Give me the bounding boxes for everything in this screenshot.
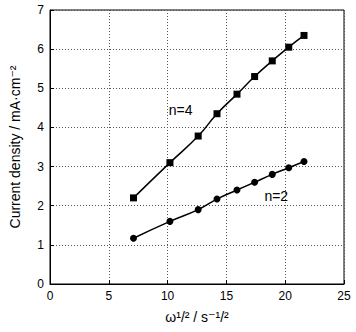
svg-text:7: 7 <box>37 3 44 17</box>
svg-text:5: 5 <box>37 81 44 95</box>
svg-text:0: 0 <box>37 277 44 291</box>
svg-text:n=2: n=2 <box>264 188 288 204</box>
svg-text:1: 1 <box>37 238 44 252</box>
svg-text:Current density / mA·cm⁻²: Current density / mA·cm⁻² <box>7 65 23 228</box>
svg-text:20: 20 <box>279 289 293 303</box>
svg-text:6: 6 <box>37 42 44 56</box>
svg-text:n=4: n=4 <box>169 102 193 118</box>
svg-text:25: 25 <box>337 289 351 303</box>
svg-text:10: 10 <box>161 289 175 303</box>
svg-text:0: 0 <box>47 289 54 303</box>
svg-text:15: 15 <box>220 289 234 303</box>
svg-text:3: 3 <box>37 160 44 174</box>
svg-text:ω¹/² / s⁻¹/²: ω¹/² / s⁻¹/² <box>165 309 229 325</box>
svg-text:5: 5 <box>105 289 112 303</box>
svg-text:4: 4 <box>37 120 44 134</box>
svg-text:2: 2 <box>37 199 44 213</box>
